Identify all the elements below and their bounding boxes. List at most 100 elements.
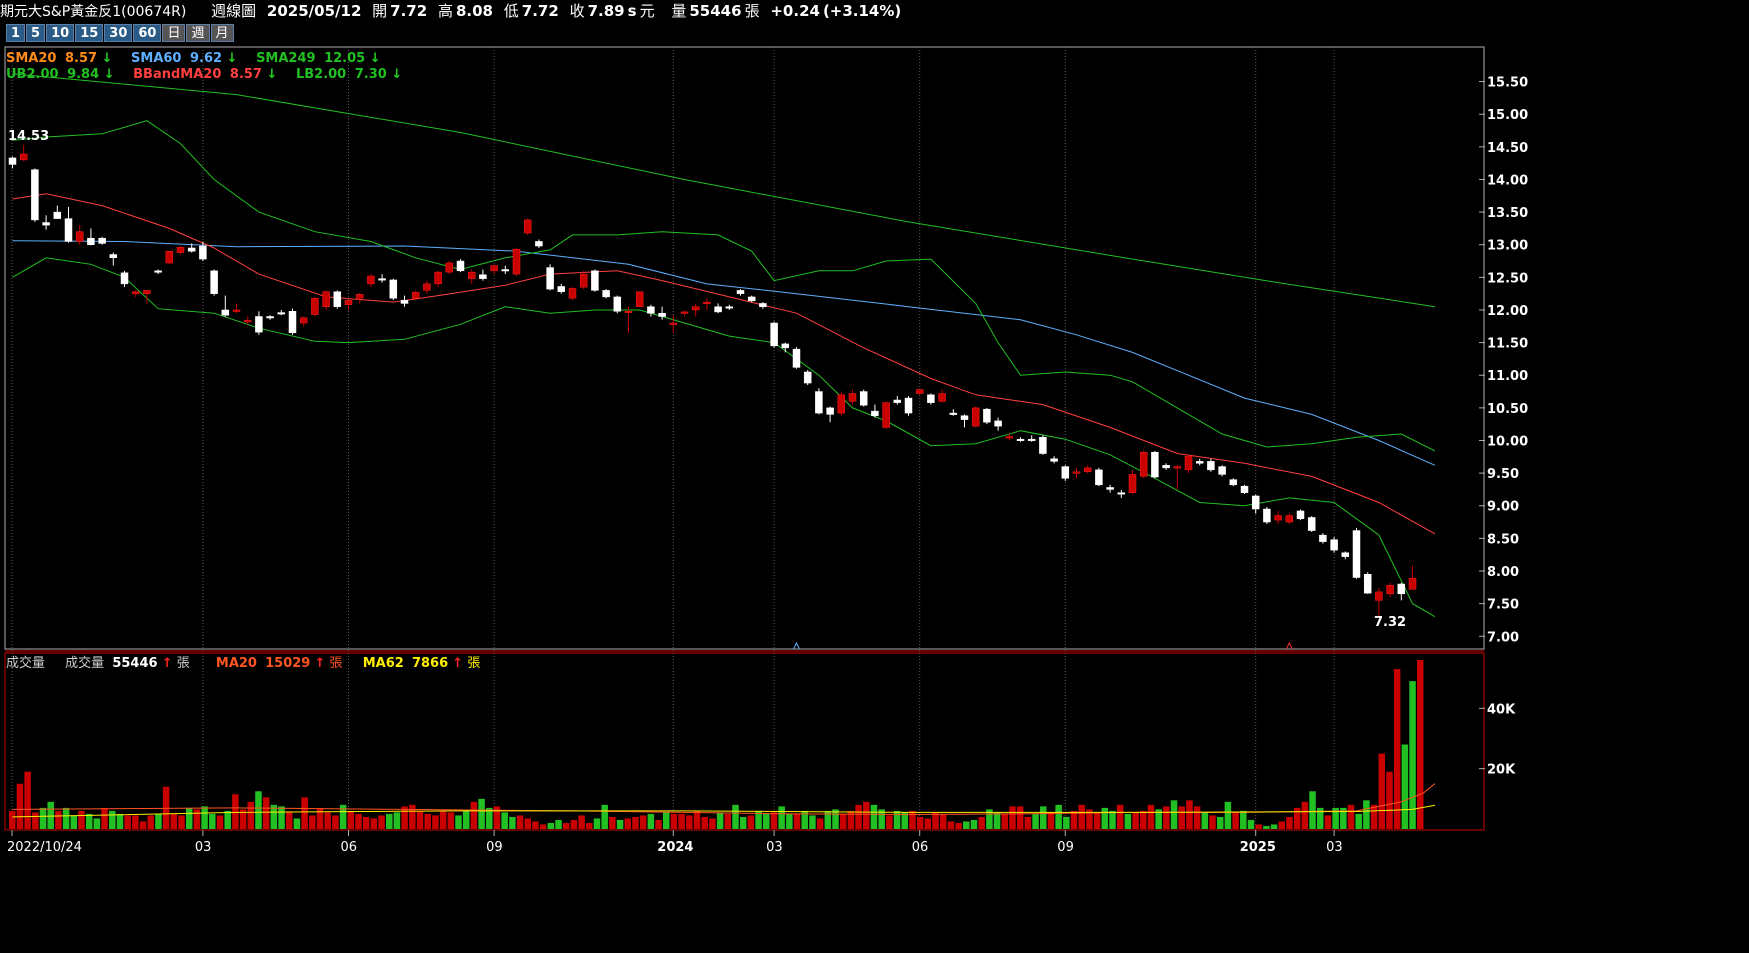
volume-bar [539,824,547,829]
volume-bar [316,807,324,829]
period-10min-button[interactable]: 10 [46,24,75,42]
volume-bar [401,806,408,829]
volume-bar [1355,813,1362,829]
candle-body [837,394,846,414]
candle-body [479,274,487,279]
period-month-button[interactable]: 月 [210,24,234,42]
volume-bar [185,807,193,829]
volume-bar [1216,816,1224,829]
period-15min-button[interactable]: 15 [75,24,104,42]
volume-bar [832,809,839,829]
volume-bar [1070,810,1078,829]
candle-body [109,254,118,259]
sma20-line [12,193,1436,535]
volume-bar [462,810,470,829]
volume-bar [139,821,147,829]
candle-body [277,312,286,315]
volume-bar [693,810,701,829]
max-price-label: 14.53 [8,129,49,144]
period-60min-button[interactable]: 60 [133,24,162,42]
candle-body [523,219,532,234]
candle-body [1375,591,1383,601]
event-marker-icon [793,641,800,650]
candle-body [221,309,230,316]
period-week-button[interactable]: 週 [186,24,210,42]
volume-bar [1093,812,1101,829]
vol-ma20-legend-label: MA20 [216,656,257,671]
candle-body [1151,451,1159,478]
candle-body [680,311,689,314]
volume-bar [432,815,439,829]
time-tick-label: 03 [766,840,783,854]
volume-bar [616,819,624,829]
bband-legend-value: 8.57 [230,67,262,82]
price-tick-label: 13.50 [1487,206,1528,221]
time-tick-label: 2024 [657,840,693,854]
candle-body [1117,492,1126,495]
candle-body [815,391,823,414]
period-day-button[interactable]: 日 [162,24,186,42]
volume-legend: 成交量 成交量 55446 ↑ 張 MA20 15029 ↑ 張 MA62 78… [6,655,480,671]
candle-body [792,348,801,368]
candle-body [1307,517,1316,531]
volume-bar [947,821,955,829]
volume-legend-value: 55446 [112,656,157,671]
volume-bar [624,818,632,829]
volume-bar [1409,681,1416,829]
volume-bar [909,810,916,829]
volume-bar [378,815,385,829]
period-5min-button[interactable]: 5 [26,24,46,42]
grid-lines [11,47,1335,830]
candle-body [434,271,442,285]
volume-bar [339,804,347,829]
volume-bar [978,816,985,829]
candle-body [1352,530,1361,578]
candle-body [1296,510,1305,520]
sma249-legend-value: 12.05 [324,51,365,66]
volume-bar [986,809,993,829]
volume-bar [547,822,555,829]
volume-bar [924,818,932,829]
time-axis: 2022/10/24 03 06 09 2024 03 06 09 2025 03 [7,830,1343,854]
sma249-legend-label: SMA249 [256,51,316,66]
volume-bar [1140,810,1147,829]
volume-bar [763,813,770,829]
candle-body [714,306,722,313]
volume-bar [655,819,662,829]
volume-bar [270,804,278,829]
volume-bar [639,815,647,829]
period-1min-button[interactable]: 1 [6,24,26,42]
volume-bar [963,821,970,829]
candle-body [199,245,207,260]
open-label: 開 [372,2,388,20]
candle-body [725,306,734,309]
candle-body [1218,466,1226,475]
time-tick-label: 2022/10/24 [7,840,82,854]
time-tick-label: 06 [341,840,358,854]
volume-bar [278,806,285,829]
change-percent: (+3.14%) [822,2,902,20]
candle-body [848,393,857,402]
price-tick-label: 7.50 [1487,598,1519,613]
volume-bar [1340,807,1347,829]
volume-bar [32,812,39,829]
volume-bar [916,816,924,829]
volume-bar [370,818,378,829]
time-tick-label: 09 [486,840,503,854]
volume-bar [601,804,608,829]
volume-bar [1163,806,1170,829]
volume-bar [1316,807,1324,829]
volume-bar [593,818,601,829]
volume-bar [939,813,947,829]
chart-area[interactable]: 15.50 15.00 14.50 14.00 13.50 13.00 12.50 12.00… [0,0,1567,854]
candle-body [187,247,196,252]
candle-body [165,250,174,264]
candle-body [445,262,454,273]
candle-body [1386,585,1394,595]
volume-bar [739,816,747,829]
down-arrow-icon: ↓ [391,67,402,82]
candle-body [1128,474,1137,493]
candle-body [1050,458,1058,462]
lower-band-path [12,257,1436,618]
period-30min-button[interactable]: 30 [104,24,133,42]
